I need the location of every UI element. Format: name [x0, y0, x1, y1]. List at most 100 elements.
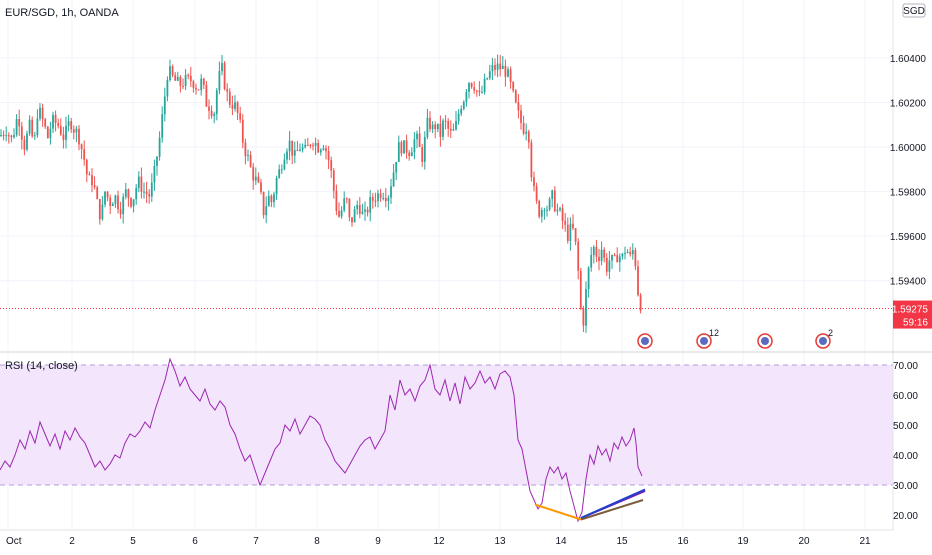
candle-body: [559, 208, 561, 210]
time-tick-label: 16: [677, 536, 689, 547]
blue-divergence-line[interactable]: [580, 488, 646, 519]
candle-body: [392, 172, 395, 187]
currency-badge[interactable]: [902, 3, 926, 18]
price-tick-label: 1.60400: [890, 54, 927, 65]
candle-body: [236, 102, 239, 113]
candle-body: [556, 209, 559, 212]
candle-body: [436, 123, 439, 129]
candle-body: [195, 87, 197, 90]
time-tick-label: 8: [314, 536, 320, 547]
orange-divergence-line[interactable]: [534, 503, 582, 521]
candle-body: [231, 104, 234, 109]
candle-body: [384, 197, 387, 202]
candle-body: [364, 209, 366, 212]
candle-body: [304, 144, 307, 148]
time-tick-label: 20: [798, 536, 810, 547]
economic-event-icon[interactable]: [637, 333, 653, 349]
rsi-line: [0, 357, 643, 523]
candle-body: [481, 92, 483, 94]
candle-body: [288, 140, 291, 152]
candle-body: [80, 144, 83, 150]
candle-body: [301, 147, 304, 150]
event-count-badge: 12: [709, 328, 719, 338]
rsi-band: [0, 365, 893, 485]
rsi-tick-label: 60.00: [893, 391, 918, 402]
economic-event-icon[interactable]: 2: [815, 328, 833, 349]
candle-body: [135, 187, 138, 200]
candle-body: [382, 197, 385, 199]
economic-event-icon[interactable]: 12: [696, 328, 719, 349]
candle-body: [452, 129, 455, 131]
candle-body: [504, 65, 507, 77]
candle-body: [327, 151, 330, 161]
candle-body: [488, 71, 491, 79]
candle-body: [273, 194, 275, 203]
candle-body: [179, 76, 182, 86]
candle-body: [132, 199, 135, 207]
candle-body: [239, 112, 242, 120]
candle-body: [509, 69, 512, 83]
candle-body: [267, 195, 270, 207]
divergence-lines[interactable]: [534, 488, 646, 521]
time-tick-label: 21: [859, 536, 871, 547]
events-row[interactable]: 12 2: [637, 328, 833, 349]
candle-body: [366, 209, 369, 213]
candle-body: [72, 129, 75, 133]
candle-body: [33, 135, 36, 137]
candle-body: [431, 124, 434, 130]
candle-body: [434, 124, 437, 129]
candle-body: [148, 194, 151, 197]
candle-body: [247, 154, 249, 156]
rsi-axis: 20.00 30.00 40.00 50.00 60.00 70.00: [892, 353, 918, 530]
candle-body: [296, 150, 299, 152]
candle-body: [83, 149, 86, 160]
candle-body: [418, 133, 421, 148]
candle-body: [283, 159, 286, 170]
symbol-legend[interactable]: EUR/SGD, 1h, OANDA: [5, 7, 119, 19]
candle-body: [23, 139, 26, 150]
candle-body: [530, 142, 533, 178]
candle-body: [18, 119, 21, 127]
candle-body: [169, 66, 171, 81]
candle-body: [70, 121, 73, 130]
candle-body: [221, 63, 223, 72]
candle-body: [465, 91, 468, 102]
candle-body: [595, 246, 598, 257]
price-tick-label: 1.60200: [890, 98, 927, 109]
candle-body: [117, 195, 119, 210]
time-tick-label: 6: [192, 536, 198, 547]
candle-body: [145, 191, 148, 195]
candle-body: [546, 209, 548, 211]
candle-body: [639, 295, 642, 311]
candle-body: [189, 75, 192, 82]
candle-body: [260, 182, 262, 192]
candle-body: [7, 135, 10, 137]
candle-body: [265, 206, 268, 216]
time-tick-label: 9: [375, 536, 381, 547]
price-axis[interactable]: 1.59400 1.59600 1.59800 1.60000 1.60200 1.604…: [890, 0, 932, 530]
candle-body: [387, 197, 390, 202]
candle-body: [517, 102, 520, 111]
candle-body: [306, 144, 309, 146]
candle-body: [629, 251, 632, 255]
candle-body: [473, 87, 476, 91]
candle-body: [566, 224, 569, 241]
candle-body: [119, 209, 122, 215]
candle-body: [75, 128, 78, 133]
economic-event-icon[interactable]: [757, 333, 773, 349]
time-axis[interactable]: Oct 2 5 6 7 8 9 12 13 14 15 16 19 20 21: [6, 536, 871, 547]
candle-body: [611, 254, 613, 261]
candle-body: [109, 197, 112, 207]
candle-body: [228, 91, 231, 105]
brown-divergence-line[interactable]: [580, 499, 644, 521]
candle-body: [455, 120, 457, 130]
candle-body: [335, 190, 338, 211]
rsi-legend[interactable]: RSI (14, close): [5, 360, 78, 372]
candle-body: [522, 122, 525, 134]
candle-body: [478, 90, 481, 93]
candle-body: [174, 75, 177, 81]
candle-body: [369, 197, 372, 213]
candle-body: [10, 135, 13, 138]
